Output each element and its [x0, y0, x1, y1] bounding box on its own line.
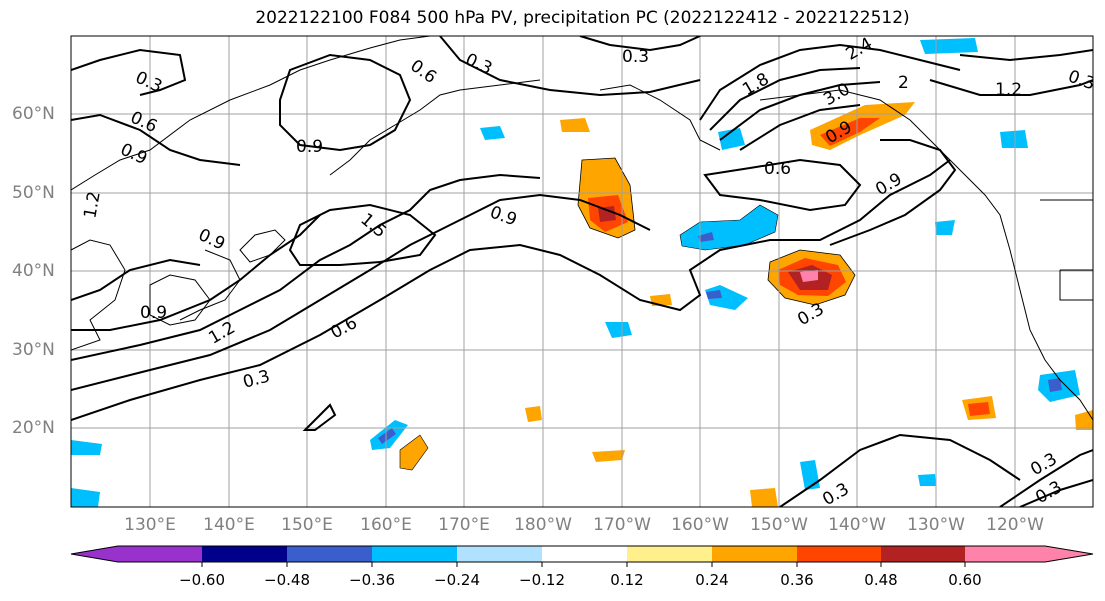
map-frame: [70, 35, 1094, 508]
colorbar-segment: [542, 546, 627, 562]
lat-label-40n: 40°N: [12, 261, 55, 281]
contour-label: 1.2: [995, 80, 1022, 100]
colorbar-segment: [627, 546, 712, 562]
colorbar-segment: [202, 546, 287, 562]
contour-label: 2: [898, 73, 909, 93]
colorbar-tick-label: 0.24: [695, 571, 729, 589]
lon-label: 130°E: [124, 515, 176, 535]
contour-label: 0.6: [764, 159, 791, 179]
lon-label: 160°W: [671, 515, 729, 535]
lat-label-60n: 60°N: [12, 104, 55, 124]
contour-label: 0.3: [622, 47, 649, 67]
colorbar-segment: [71, 546, 202, 562]
lon-label: 170°W: [593, 515, 651, 535]
pv-contours: [71, 36, 1093, 507]
lon-label: 180°W: [514, 515, 572, 535]
contour-label: 0.9: [140, 303, 167, 323]
lon-label: 170°E: [438, 515, 490, 535]
lat-label-50n: 50°N: [12, 183, 55, 203]
lon-label: 140°E: [203, 515, 255, 535]
colorbar-segment: [457, 546, 542, 562]
contour-label: 0.9: [296, 137, 323, 157]
colorbar-tick-label: −0.24: [434, 571, 480, 589]
lon-label: 140°W: [828, 515, 886, 535]
colorbar-tick-label: −0.36: [349, 571, 395, 589]
graticule: [71, 36, 1093, 507]
precipitation-shading: [71, 38, 1093, 507]
lat-label-20n: 20°N: [12, 418, 55, 438]
lon-label: 150°W: [750, 515, 808, 535]
colorbar-tick-label: −0.48: [264, 571, 310, 589]
map-title: 2022122100 F084 500 hPa PV, precipitatio…: [255, 8, 910, 28]
colorbar: [70, 545, 1094, 567]
colorbar-outline: [70, 545, 1094, 563]
colorbar-segment: [712, 546, 797, 562]
lon-label: 130°W: [907, 515, 965, 535]
lon-label: 120°W: [986, 515, 1044, 535]
colorbar-tick-label: 0.48: [864, 571, 898, 589]
colorbar-segment: [797, 546, 881, 562]
coastlines: [71, 36, 1093, 421]
colorbar-tick-label: −0.60: [179, 571, 225, 589]
lon-label: 160°E: [360, 515, 412, 535]
colorbar-segment: [881, 546, 965, 562]
contour-label: 1.2: [80, 190, 104, 220]
colorbar-tick-label: −0.12: [519, 571, 565, 589]
colorbar-tick-label: 0.60: [948, 571, 982, 589]
colorbar-segment: [287, 546, 372, 562]
lat-label-30n: 30°N: [12, 340, 55, 360]
colorbar-segment: [372, 546, 457, 562]
colorbar-tick-label: 0.12: [610, 571, 644, 589]
colorbar-segment: [965, 546, 1093, 562]
colorbar-tick-label: 0.36: [780, 571, 814, 589]
lon-label: 150°E: [281, 515, 333, 535]
